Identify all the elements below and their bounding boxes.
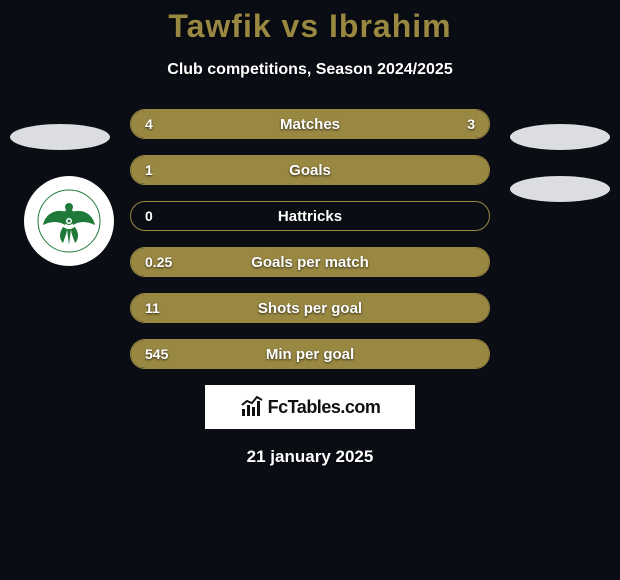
page-title: Tawfik vs Ibrahim bbox=[0, 0, 620, 45]
date-label: 21 january 2025 bbox=[0, 447, 620, 467]
stat-row: 545Min per goal bbox=[130, 339, 490, 369]
stat-label: Shots per goal bbox=[131, 294, 489, 322]
stat-label: Hattricks bbox=[131, 202, 489, 230]
chart-icon bbox=[240, 395, 264, 419]
right-flag-placeholder bbox=[510, 124, 610, 150]
stat-left-value: 1 bbox=[145, 156, 153, 184]
stat-left-value: 11 bbox=[145, 294, 160, 322]
stat-left-value: 0.25 bbox=[145, 248, 172, 276]
right-flag-placeholder-2 bbox=[510, 176, 610, 202]
stats-container: 4 3Matches 1Goals 0Hattricks 0.25Goals per m… bbox=[130, 109, 490, 369]
stat-row: 4 3Matches bbox=[130, 109, 490, 139]
brand-footer: FcTables.com bbox=[205, 385, 415, 429]
eagle-icon bbox=[37, 189, 101, 253]
stat-label: Min per goal bbox=[131, 340, 489, 368]
stat-label: Goals per match bbox=[131, 248, 489, 276]
stat-row: 0.25Goals per match bbox=[130, 247, 490, 277]
stat-left-value: 0 bbox=[145, 202, 153, 230]
stat-label: Goals bbox=[131, 156, 489, 184]
stat-label: Matches bbox=[131, 110, 489, 138]
stat-row: 1Goals bbox=[130, 155, 490, 185]
stat-left-value: 545 bbox=[145, 340, 168, 368]
brand-name: FcTables.com bbox=[268, 397, 381, 418]
stat-row: 11Shots per goal bbox=[130, 293, 490, 323]
stat-left-value: 4 bbox=[145, 110, 153, 138]
stat-row: 0Hattricks bbox=[130, 201, 490, 231]
subtitle: Club competitions, Season 2024/2025 bbox=[0, 61, 620, 79]
stat-right-value: 3 bbox=[467, 110, 475, 138]
club-crest bbox=[24, 176, 114, 266]
left-flag-placeholder bbox=[10, 124, 110, 150]
